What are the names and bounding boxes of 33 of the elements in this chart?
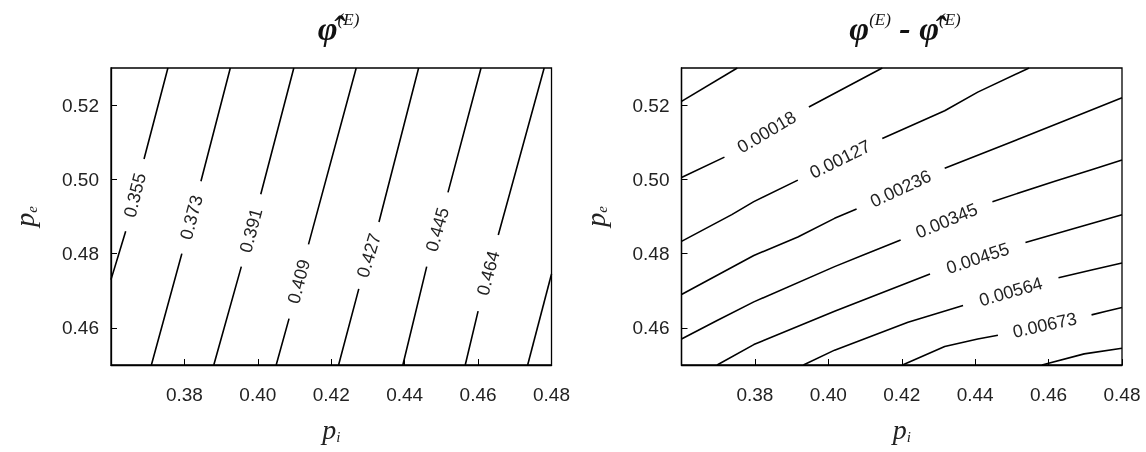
text: 0.00564 <box>976 272 1045 311</box>
y-tick-label: 0.52 <box>632 94 670 116</box>
x-tick-label: 0.48 <box>533 384 570 405</box>
text: 0.445 <box>421 205 454 254</box>
x-tick-label: 0.44 <box>956 384 995 405</box>
x-tick-label: 0.42 <box>883 384 921 405</box>
x-axis-title: pi <box>320 414 341 445</box>
y-tick-label: 0.50 <box>62 168 99 190</box>
text: 0.464 <box>472 248 504 298</box>
y-tick-label: 0.52 <box>62 94 99 116</box>
x-tick-label: 0.40 <box>809 384 847 405</box>
y-tick-label: 0.48 <box>62 243 99 265</box>
text: 0.00673 <box>1010 308 1079 342</box>
y-tick-label: 0.46 <box>632 317 670 339</box>
text: 0.391 <box>235 206 267 255</box>
x-tick-label: 0.46 <box>459 384 497 405</box>
text: 0.409 <box>283 257 315 306</box>
y-tick-label: 0.46 <box>62 317 99 339</box>
y-axis-title: pe <box>9 205 40 229</box>
x-tick-label: 0.42 <box>312 384 350 405</box>
text: 0.373 <box>175 193 207 242</box>
x-tick-label: 0.38 <box>736 384 774 405</box>
y-tick-label: 0.50 <box>632 168 670 190</box>
x-axis-title: pi <box>890 414 911 445</box>
text: 0.355 <box>119 170 151 220</box>
y-tick-label: 0.48 <box>632 243 670 265</box>
x-tick-label: 0.46 <box>1030 384 1068 405</box>
x-tick-label: 0.38 <box>165 384 203 405</box>
x-tick-label: 0.40 <box>239 384 277 405</box>
x-tick-label: 0.48 <box>1103 384 1141 405</box>
text: 0.427 <box>352 231 385 280</box>
y-axis-title: pe <box>579 205 611 229</box>
x-tick-label: 0.44 <box>386 384 424 405</box>
